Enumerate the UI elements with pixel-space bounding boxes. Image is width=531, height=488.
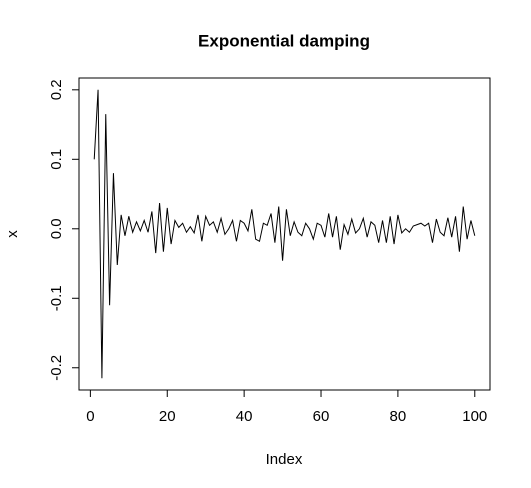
- y-tick-label: 0.0: [48, 218, 65, 239]
- x-axis-label: Index: [266, 451, 303, 468]
- x-tick-label: 0: [86, 408, 94, 425]
- x-tick-label: 80: [390, 408, 407, 425]
- chart-title: Exponential damping: [198, 31, 370, 50]
- x-tick-label: 20: [159, 408, 176, 425]
- x-tick-label: 100: [462, 408, 487, 425]
- x-tick-label: 60: [313, 408, 330, 425]
- y-axis-label: x: [4, 230, 21, 238]
- y-tick-label: -0.1: [48, 285, 65, 311]
- y-tick-label: 0.2: [48, 79, 65, 100]
- y-tick-label: 0.1: [48, 149, 65, 170]
- y-tick-label: -0.2: [48, 355, 65, 381]
- data-line: [93, 89, 476, 379]
- x-tick-label: 40: [236, 408, 253, 425]
